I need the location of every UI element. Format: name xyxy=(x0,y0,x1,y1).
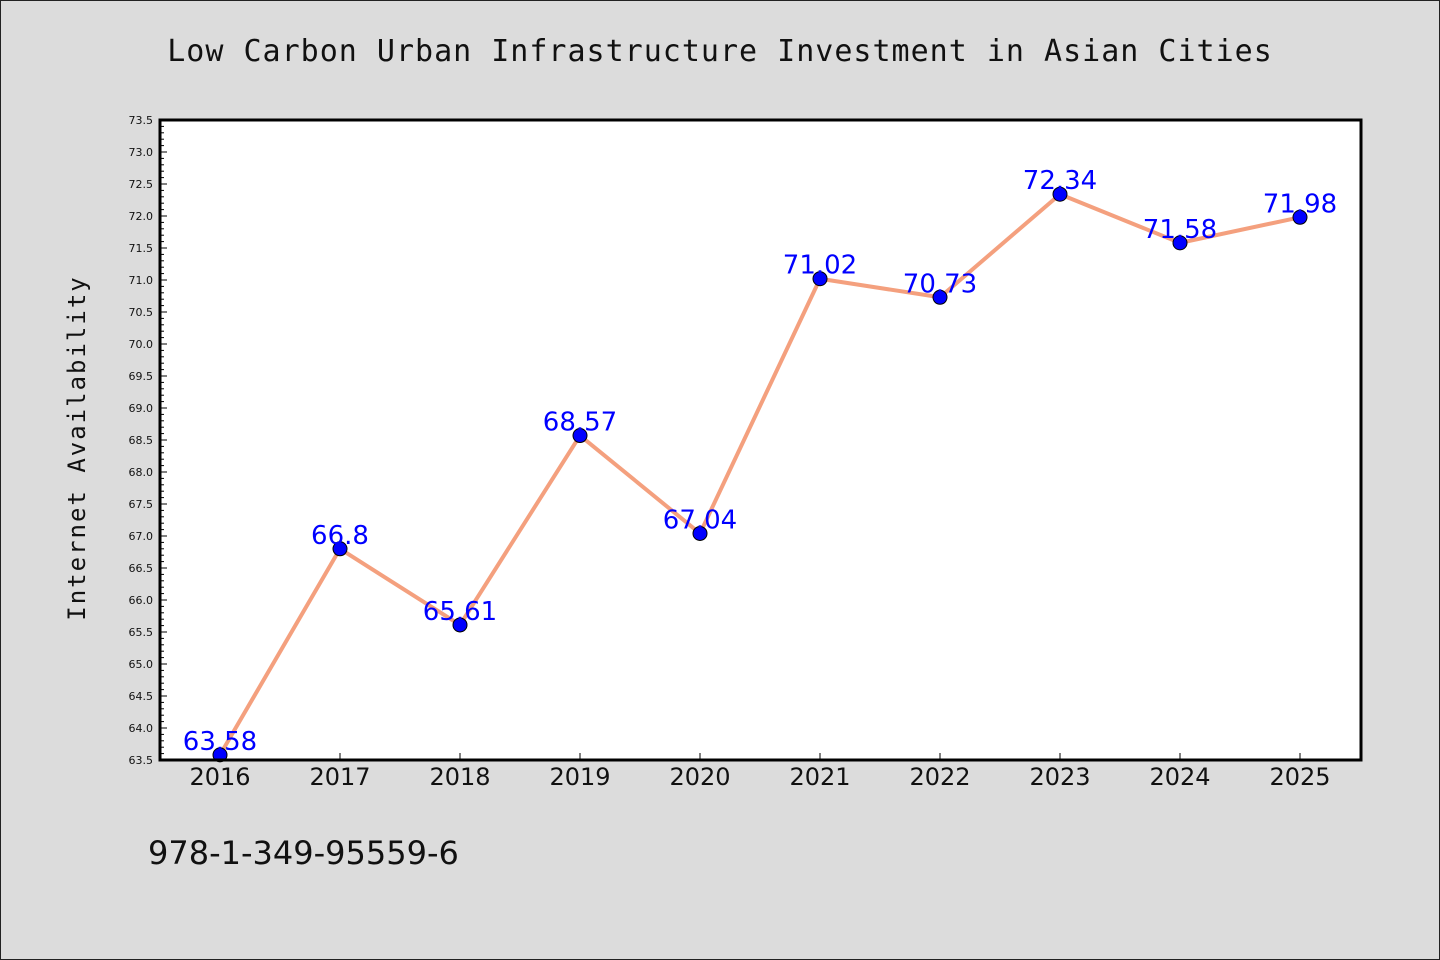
x-tick-label: 2019 xyxy=(549,763,610,791)
y-tick-label: 72.5 xyxy=(129,178,154,191)
x-tick-label: 2016 xyxy=(189,763,250,791)
y-tick-label: 63.5 xyxy=(129,754,154,767)
x-tick-label: 2017 xyxy=(309,763,370,791)
y-tick-label: 73.5 xyxy=(129,114,154,127)
data-label: 71.58 xyxy=(1143,215,1217,245)
y-tick-label: 70.0 xyxy=(129,338,154,351)
data-label: 63.58 xyxy=(183,727,257,757)
data-label: 70.73 xyxy=(903,269,977,299)
data-label: 66.8 xyxy=(311,521,369,551)
series-line xyxy=(218,192,1301,756)
data-point xyxy=(212,747,228,763)
y-tick-label: 66.0 xyxy=(129,594,154,607)
data-point xyxy=(1052,186,1068,202)
data-label: 67.04 xyxy=(663,505,737,535)
y-tick-label: 68.5 xyxy=(129,434,154,447)
data-label: 71.98 xyxy=(1263,189,1337,219)
data-point xyxy=(692,525,708,541)
y-tick-label: 65.5 xyxy=(129,626,154,639)
y-tick-label: 71.5 xyxy=(129,242,154,255)
y-tick-label: 65.0 xyxy=(129,658,154,671)
x-tick-label: 2022 xyxy=(909,763,970,791)
y-tick-label: 64.5 xyxy=(129,690,154,703)
data-point xyxy=(452,617,468,633)
y-tick-label: 69.5 xyxy=(129,370,154,383)
y-tick-label: 73.0 xyxy=(129,146,154,159)
data-point xyxy=(572,428,588,444)
data-label: 72.34 xyxy=(1023,166,1097,196)
data-point xyxy=(1292,209,1308,225)
isbn-text: 978-1-349-95559-6 xyxy=(148,834,459,872)
data-point xyxy=(332,541,348,557)
y-tick-label: 70.5 xyxy=(129,306,154,319)
y-tick-label: 69.0 xyxy=(129,402,154,415)
x-axis: 2016 2017 2018 2019 2020 2021 2022 2023 2024 2025 xyxy=(189,753,1331,791)
y-tick-label: 71.0 xyxy=(129,274,154,287)
series-group: 63.58 66.8 65.61 68.57 67.04 71.02 70.73 72.34 7… xyxy=(183,166,1337,763)
x-tick-label: 2020 xyxy=(669,763,730,791)
x-tick-label: 2021 xyxy=(789,763,850,791)
chart-title: Low Carbon Urban Infrastructure Investme… xyxy=(167,34,1273,69)
y-axis: 63.5 64.0 64.5 65.0 65.5 66.0 66.5 67.0 67.5 68.0… xyxy=(129,114,167,767)
y-tick-label: 68.0 xyxy=(129,466,154,479)
data-point xyxy=(1172,235,1188,251)
y-tick-label: 72.0 xyxy=(129,210,154,223)
x-tick-label: 2023 xyxy=(1029,763,1090,791)
data-point xyxy=(812,271,828,287)
y-tick-label: 66.5 xyxy=(129,562,154,575)
y-tick-label: 67.0 xyxy=(129,530,154,543)
data-label: 65.61 xyxy=(423,597,497,627)
plot-area xyxy=(160,120,1361,760)
x-tick-label: 2018 xyxy=(429,763,490,791)
y-tick-label: 67.5 xyxy=(129,498,154,511)
data-label: 71.02 xyxy=(783,251,857,281)
data-point xyxy=(932,289,948,305)
y-tick-label: 64.0 xyxy=(129,722,154,735)
x-tick-label: 2024 xyxy=(1149,763,1210,791)
data-label: 68.57 xyxy=(543,408,617,438)
x-tick-label: 2025 xyxy=(1269,763,1330,791)
plot-frame xyxy=(158,118,1363,762)
